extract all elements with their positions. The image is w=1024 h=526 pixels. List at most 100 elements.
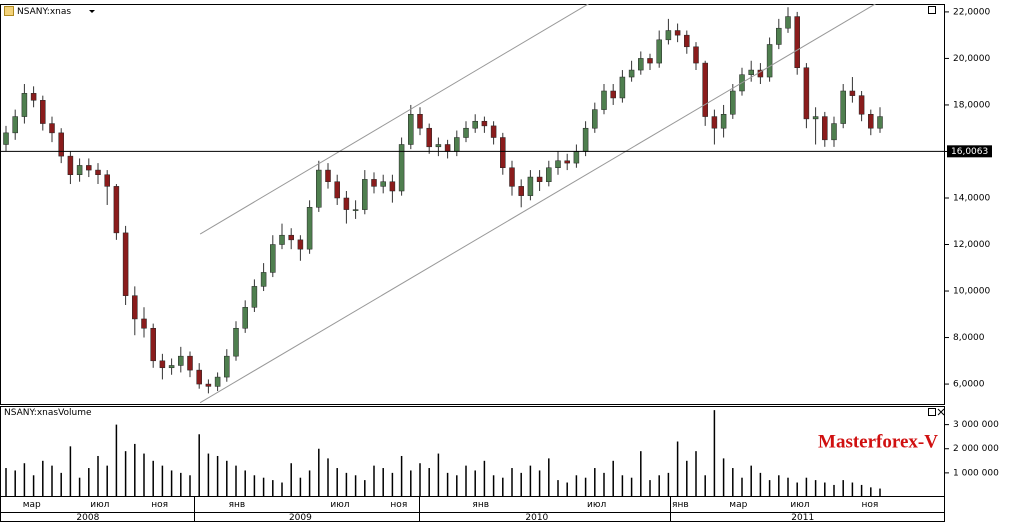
candle-body xyxy=(40,100,46,124)
volume-bar xyxy=(870,487,872,497)
volume-bar xyxy=(299,477,302,497)
volume-bar xyxy=(23,463,26,497)
volume-bar xyxy=(640,451,642,497)
close-button[interactable] xyxy=(937,408,945,416)
candle-body xyxy=(656,39,662,64)
price-panel xyxy=(0,4,945,405)
volume-bar xyxy=(318,448,320,497)
candle-body xyxy=(306,207,313,250)
candle-body xyxy=(868,114,874,129)
candle-body xyxy=(67,155,74,175)
candle-body xyxy=(702,62,708,117)
volume-bar xyxy=(354,475,357,497)
candle-body xyxy=(371,179,377,187)
candle-body xyxy=(463,127,469,138)
candle-body xyxy=(601,90,607,110)
volume-panel xyxy=(0,406,945,497)
candle-body xyxy=(877,116,883,129)
volume-bar xyxy=(32,475,35,497)
candle-body xyxy=(665,30,672,41)
volume-bar xyxy=(226,460,228,497)
volume-bar xyxy=(695,451,697,497)
volume-bar xyxy=(566,482,568,497)
volume-bar xyxy=(437,453,440,497)
volume-bar xyxy=(860,484,863,497)
volume-bar xyxy=(5,468,7,497)
candle-body xyxy=(785,16,791,29)
candle-body xyxy=(536,176,543,182)
volume-bar xyxy=(327,458,329,497)
candle-body xyxy=(279,234,285,245)
volume-bar xyxy=(722,458,725,497)
candle-body xyxy=(417,114,423,129)
price-label: 16,0063 xyxy=(951,147,988,157)
year-label: 2008 xyxy=(76,513,99,523)
candle-body xyxy=(224,355,230,378)
volume-bar xyxy=(732,468,734,497)
candle-body xyxy=(647,58,653,64)
maximize-button[interactable] xyxy=(928,6,936,14)
volume-bar xyxy=(60,472,62,497)
volume-bar xyxy=(603,472,605,497)
candle-body xyxy=(95,169,101,175)
candle-body xyxy=(58,132,64,157)
volume-bar xyxy=(419,463,421,497)
y-tick-label: 10,0000 xyxy=(953,287,990,297)
volume-bar xyxy=(658,475,660,497)
x-tick-label: ноя xyxy=(861,500,878,510)
candle-body xyxy=(297,239,304,250)
volume-bar xyxy=(308,470,311,497)
candle-body xyxy=(233,327,239,357)
volume-bar xyxy=(750,465,752,497)
price-label-box xyxy=(947,145,992,158)
candle-body xyxy=(812,116,819,120)
volume-bar xyxy=(391,472,394,497)
volume-bar xyxy=(483,460,486,497)
candle-body xyxy=(803,67,810,120)
y-tick-label: 8,0000 xyxy=(953,333,985,343)
volume-bar xyxy=(787,477,789,497)
x-tick-label: янв xyxy=(472,500,489,510)
volume-bar xyxy=(686,460,688,497)
volume-bar xyxy=(400,455,403,497)
candle-body xyxy=(481,120,488,127)
candle-body xyxy=(389,181,396,192)
y-tick-label: 14,0000 xyxy=(953,193,990,203)
volume-bar xyxy=(704,475,706,497)
volume-bar xyxy=(14,470,16,497)
volume-bar xyxy=(134,443,136,497)
maximize-button[interactable] xyxy=(928,408,936,416)
candle-body xyxy=(30,93,37,101)
candle-body xyxy=(196,369,202,385)
candle-body xyxy=(858,95,865,115)
volume-bar xyxy=(474,470,476,497)
x-tick-label: ноя xyxy=(151,500,168,510)
candle-body xyxy=(352,209,359,211)
volume-bar xyxy=(621,475,624,497)
volume-bar xyxy=(69,446,72,497)
volume-bar xyxy=(345,472,348,497)
volume-bar xyxy=(373,465,375,497)
candle-body xyxy=(76,165,83,175)
volume-bar xyxy=(492,475,495,497)
candle-body xyxy=(122,232,129,296)
volume-bar xyxy=(630,477,633,497)
candle-body xyxy=(270,244,276,273)
volume-bar xyxy=(557,480,559,497)
symbol-label[interactable]: NSANY:xnas xyxy=(17,7,71,17)
candle-body xyxy=(822,116,828,141)
volume-bar xyxy=(189,475,191,497)
symbol-icon[interactable] xyxy=(4,6,14,16)
candle-body xyxy=(242,307,248,329)
volume-bar xyxy=(796,482,798,497)
dropdown-arrow[interactable] xyxy=(89,10,95,13)
volume-bar xyxy=(759,472,762,497)
candle-body xyxy=(776,27,782,45)
volume-bar xyxy=(143,453,145,497)
candle-body xyxy=(159,360,166,369)
volume-bar xyxy=(594,468,596,497)
y-tick-label: 12,0000 xyxy=(953,240,990,250)
x-tick-label: ноя xyxy=(390,500,407,510)
candle-body xyxy=(628,69,635,78)
